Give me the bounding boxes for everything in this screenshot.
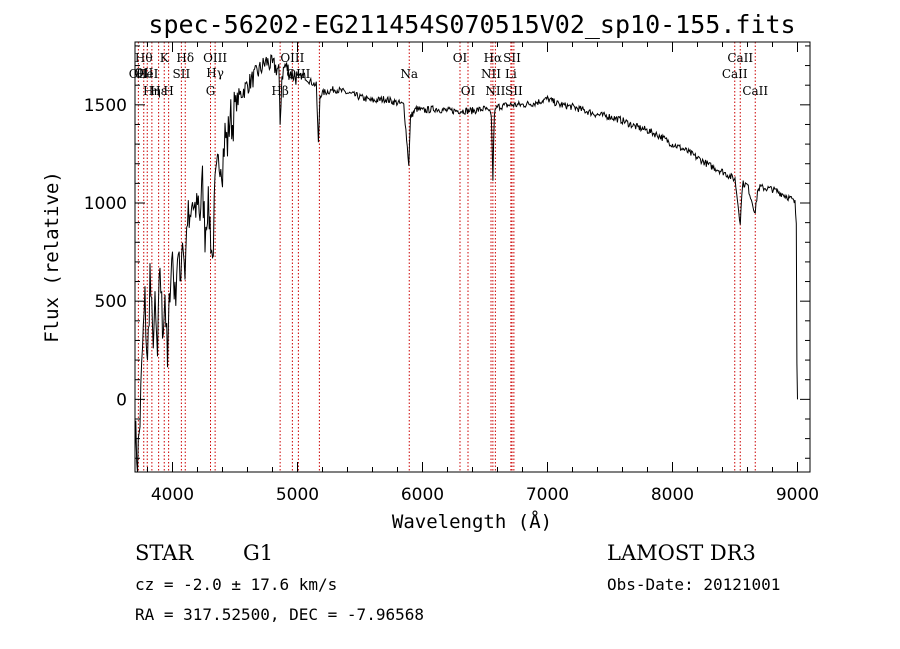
x-tick-label: 4000: [151, 485, 194, 505]
obs-date: Obs-Date: 20121001: [607, 575, 780, 594]
line-marker-label: G: [206, 84, 216, 98]
line-marker-label: Hη: [143, 84, 161, 98]
spectrum-line: [134, 54, 798, 473]
line-marker-label: Li: [505, 67, 517, 81]
line-marker-label: SII: [505, 84, 523, 98]
line-marker-label: Na: [400, 67, 418, 81]
chart-title: spec-56202-EG211454S070515V02_sp10-155.f…: [148, 10, 795, 39]
y-tick-label: 0: [116, 390, 127, 410]
line-marker-label: HeI: [136, 67, 159, 81]
line-marker-label: CaII: [722, 67, 748, 81]
line-marker-label: Hδ: [176, 51, 194, 65]
line-marker-label: Hθ: [135, 51, 153, 65]
y-tick-label: 1500: [84, 96, 127, 116]
spectral-line-markers: [137, 42, 756, 472]
line-marker-label: NII: [485, 84, 505, 98]
x-tick-label: 8000: [651, 485, 694, 505]
line-marker-label: Hγ: [206, 66, 224, 80]
line-marker-label: CaII: [727, 51, 753, 65]
y-tick-label: 1000: [84, 194, 127, 214]
y-tick-label: 500: [95, 292, 127, 312]
x-tick-label: 7000: [526, 485, 569, 505]
line-marker-label: CaII: [742, 84, 768, 98]
x-axis-ticks: 4000 5000 6000 7000 8000 9000: [147, 42, 819, 505]
line-marker-label: Hα: [484, 51, 503, 65]
line-marker-label: Hε: [150, 84, 167, 98]
line-marker-label: K: [160, 51, 170, 65]
line-marker-label: Hβ: [271, 84, 288, 98]
line-marker-label: OII: [134, 66, 154, 80]
redshift-info: cz = -2.0 ± 17.6 km/s: [135, 575, 337, 594]
x-axis-label: Wavelength (Å): [392, 510, 552, 533]
object-class: STAR: [135, 541, 194, 565]
line-marker-label: OIII: [280, 51, 304, 65]
y-axis-label: Flux (relative): [41, 171, 63, 343]
y-axis-ticks: 0 500 1000 1500: [84, 45, 810, 459]
line-marker-label: OI: [461, 84, 476, 98]
line-marker-label: NII: [481, 67, 501, 81]
survey-name: LAMOST DR3: [607, 541, 756, 565]
x-tick-label: 6000: [401, 485, 444, 505]
line-marker-label: OII: [129, 67, 149, 81]
line-marker-label: OI: [453, 51, 468, 65]
object-subclass: G1: [243, 541, 273, 565]
x-tick-label: 5000: [276, 485, 319, 505]
line-marker-label: H: [163, 84, 173, 98]
x-tick-label: 9000: [776, 485, 819, 505]
radec-info: RA = 317.52500, DEC = -7.96568: [135, 605, 424, 624]
line-marker-label: OIII: [203, 51, 227, 65]
line-marker-label: SII: [173, 67, 191, 81]
line-marker-label: SII: [503, 51, 521, 65]
